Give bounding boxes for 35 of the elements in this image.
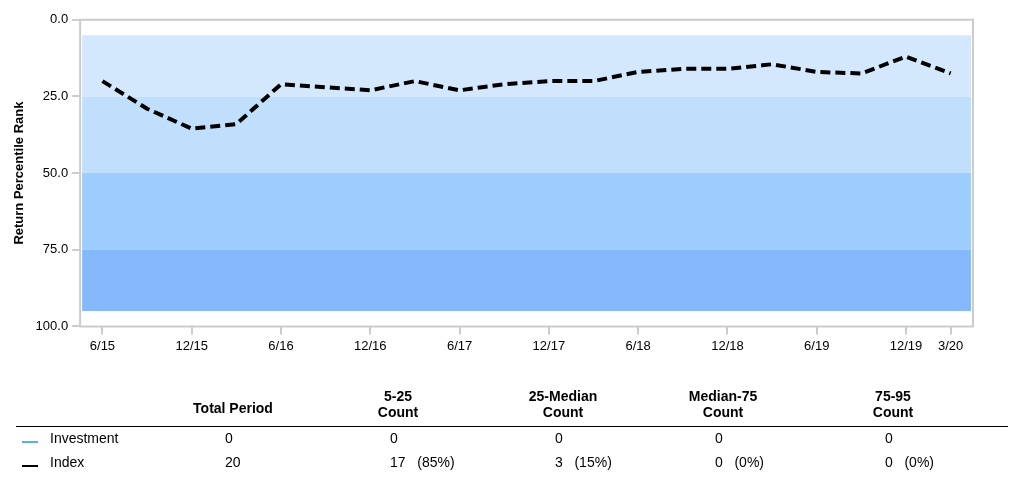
x-tick-label: 6/17 [446,337,473,353]
legend-label: Index [50,454,85,470]
x-tick-label: 12/19 [889,337,923,353]
x-tick-label: 6/18 [625,337,651,353]
text: 0 (0%) [885,454,935,470]
y-axis-title: Return Percentile Rank [11,100,27,245]
text: Median-75 Count [687,388,759,420]
line-series [100,54,953,131]
x-tick-label: 12/17 [532,337,566,353]
text: 0 (0%) [715,454,765,470]
y-tick-label: 50.0 [42,164,69,180]
x-tick-label: 12/15 [175,337,209,353]
text: Total Period [192,400,274,416]
y-tick-label: 75.0 [42,241,69,257]
x-tick-label: 12/16 [354,337,387,353]
y-tick-label: 25.0 [42,88,69,104]
text: 75-95 Count [871,388,915,420]
x-tick-label: 12/18 [711,337,744,353]
x-tick-label: 6/19 [804,337,830,353]
text: 3 (15%) [555,454,612,470]
text: 20 [225,454,241,470]
x-tick-label: 6/16 [268,337,294,353]
y-tick-label: 0.0 [50,11,69,27]
text: 17 (85%) [390,454,455,470]
text: 0 [715,430,723,446]
text: 25-Median Count [527,388,599,420]
text: 0 [555,430,563,446]
text: 0 [885,430,893,446]
text: 0 [390,430,398,446]
x-tick-label: 3/20 [938,337,964,353]
legend-label: Investment [50,430,119,446]
text: 5-25 Count [376,388,420,420]
x-tick-label: 6/15 [89,337,116,353]
y-tick-label: 100.0 [35,317,69,333]
text: 0 [225,430,233,446]
